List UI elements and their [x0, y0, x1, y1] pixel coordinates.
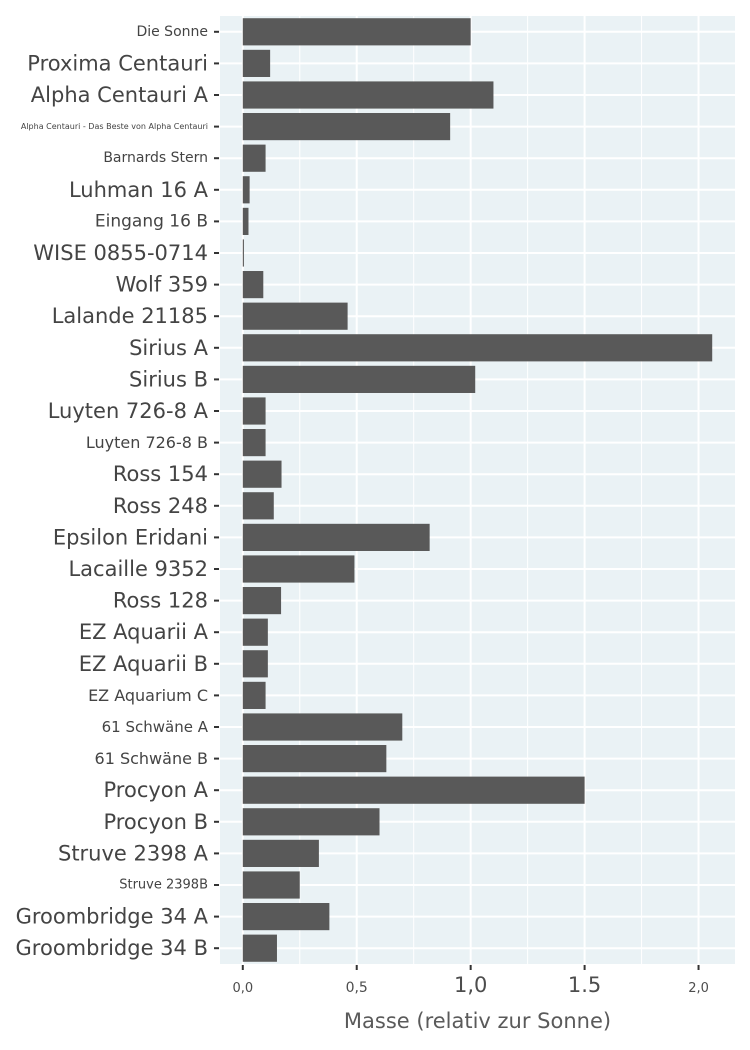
category-labels: Die Sonne Proxima Centauri Alpha Centauri … [16, 24, 219, 960]
bar [242, 523, 430, 551]
category-label: Eingang 16 B [95, 211, 208, 231]
bar [242, 18, 471, 46]
x-tick-label: 1.5 [568, 973, 601, 997]
bar [242, 650, 268, 678]
bar [242, 144, 266, 172]
category-label: WISE 0855-0714 [33, 241, 208, 265]
x-axis-ticks: 0,0 0,5 1,0 1.5 2,0 [232, 965, 709, 997]
category-label: Wolf 359 [116, 273, 208, 297]
bar [242, 776, 585, 804]
category-label: Lacaille 9352 [68, 557, 208, 581]
category-label: Ross 128 [113, 589, 208, 613]
bar [242, 903, 330, 931]
bar [242, 839, 319, 867]
category-label: EZ Aquarii B [79, 652, 208, 676]
category-label: Epsilon Eridani [53, 525, 208, 549]
x-tick-label: 1,0 [454, 973, 487, 997]
bars [242, 18, 713, 962]
category-label: Groombridge 34 B [16, 936, 208, 960]
category-label: 61 Schwäne B [95, 749, 208, 768]
bar [242, 460, 282, 488]
category-label: Luyten 726-8 A [48, 399, 209, 423]
category-label: Die Sonne [136, 24, 208, 40]
category-label: Alpha Centauri A [31, 83, 209, 107]
category-label: Procyon B [103, 810, 208, 834]
bar [242, 207, 249, 235]
category-label: EZ Aquarii A [79, 620, 209, 644]
bar [242, 492, 274, 520]
bar [242, 681, 266, 709]
bar [242, 397, 266, 425]
category-label: Barnards Stern [103, 150, 208, 166]
category-label: Ross 248 [113, 494, 208, 518]
category-label: Luyten 726-8 B [86, 433, 208, 452]
category-label: Alpha Centauri - Das Beste von Alpha Cen… [21, 122, 208, 131]
category-label: 61 Schwäne A [102, 718, 209, 736]
bar [242, 49, 271, 77]
bar [242, 176, 250, 204]
category-label: Proxima Centauri [27, 51, 208, 75]
bar [242, 934, 277, 962]
bar [242, 871, 300, 899]
category-label: Lalande 21185 [52, 304, 208, 328]
plot-panel [220, 16, 735, 964]
bar [242, 365, 476, 393]
x-tick-label: 2,0 [688, 981, 709, 996]
bar [242, 808, 380, 836]
x-tick-label: 0,5 [346, 980, 368, 996]
bar [242, 618, 268, 646]
category-label: Luhman 16 A [69, 178, 209, 202]
bar [242, 239, 244, 267]
category-label: Groombridge 34 A [16, 905, 209, 929]
bar [242, 81, 494, 109]
x-axis-title: Masse (relativ zur Sonne) [344, 1009, 611, 1033]
bar [242, 587, 282, 615]
bar [242, 334, 713, 362]
bar [242, 429, 266, 457]
bar [242, 713, 403, 741]
category-label: EZ Aquarium C [88, 686, 208, 705]
category-label: Ross 154 [113, 462, 208, 486]
category-label: Sirius B [129, 367, 208, 391]
category-label: Procyon A [104, 778, 209, 802]
category-label: Sirius A [129, 336, 209, 360]
x-tick-label: 0,0 [232, 981, 253, 996]
category-label: Struve 2398B [119, 878, 208, 893]
bar [242, 745, 387, 773]
bar [242, 555, 355, 583]
bar [242, 302, 348, 330]
category-label: Struve 2398 A [58, 841, 209, 865]
bar [242, 271, 264, 299]
bar [242, 113, 451, 141]
